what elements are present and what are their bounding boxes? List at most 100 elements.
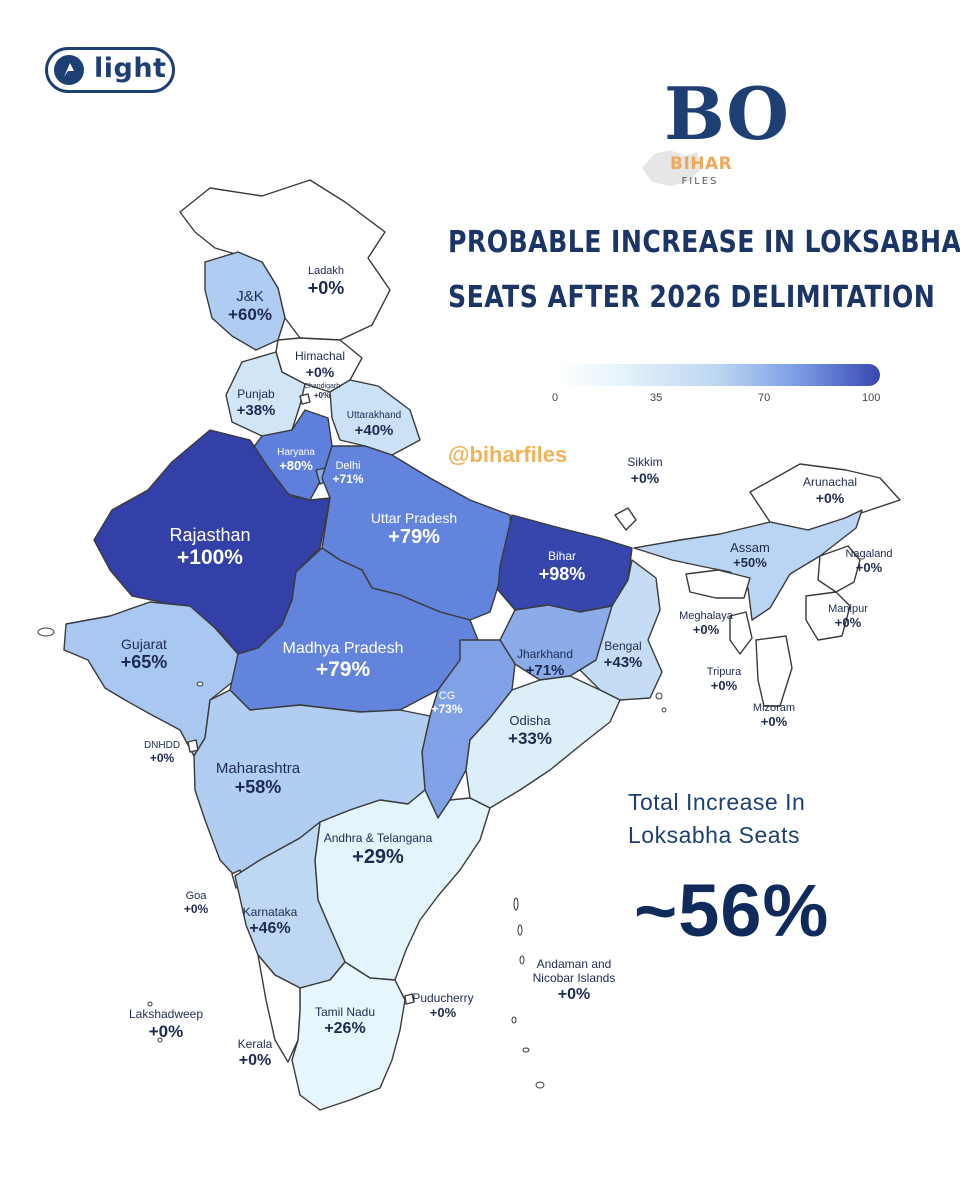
region-name: Delhi (335, 460, 361, 472)
region-percent: +0% (760, 713, 788, 729)
label-karnataka: Karnataka +46% (242, 905, 298, 938)
region-percent: +0% (630, 469, 660, 486)
label-ladakh: Ladakh +0% (308, 265, 345, 298)
label-madhya-pradesh: Madhya Pradesh +79% (283, 640, 404, 683)
label-cg: CG +73% (431, 690, 462, 716)
logo-sub: FILES (681, 176, 719, 187)
region-percent: +0% (834, 614, 862, 630)
region-name: Andaman and Nicobar Islands (532, 957, 616, 985)
island-shape (37, 627, 55, 637)
region-percent: +0% (183, 901, 209, 916)
badge-label: light (94, 53, 167, 84)
region-percent: +38% (236, 401, 276, 419)
label-arunachal: Arunachal +0% (803, 475, 857, 506)
region-name: Tamil Nadu (314, 1005, 376, 1019)
region-name: Gujarat (121, 636, 167, 652)
label-manipur: Manipur +0% (828, 603, 868, 631)
scale-tick: 100 (862, 392, 881, 404)
region-tamil-nadu (291, 961, 406, 1111)
region-name: Maharashtra (215, 760, 301, 777)
scale-tick: 70 (758, 392, 771, 404)
scale-tick: 35 (650, 392, 663, 404)
label-jharkhand: Jharkhand +71% (516, 647, 574, 679)
region-percent: +100% (177, 545, 243, 569)
island-shape (519, 955, 525, 965)
label-uttar-pradesh: Uttar Pradesh +79% (371, 510, 457, 549)
region-name: CG (438, 690, 456, 702)
region-percent: +0% (557, 985, 591, 1003)
region-name: Uttarakhand (346, 410, 402, 421)
region-name: Lakshadweep (128, 1007, 204, 1021)
region-percent: +71% (332, 471, 364, 486)
region-percent: +0% (307, 277, 345, 298)
region-name: Uttar Pradesh (370, 510, 458, 526)
region-percent: +0% (148, 1021, 184, 1041)
region-percent: +50% (733, 554, 767, 570)
label-himachal: Himachal +0% (295, 349, 345, 380)
region-cg (421, 639, 516, 819)
label-bihar: Bihar +98% (539, 549, 586, 584)
label-jk: J&K +60% (228, 288, 272, 325)
color-scale-bar (556, 364, 880, 386)
region-name: J&K (236, 288, 264, 305)
region-percent: +0% (149, 750, 175, 765)
label-lakshadweep: Lakshadweep +0% (128, 1007, 204, 1041)
total-value: ~56% (634, 869, 830, 952)
region-percent: +71% (525, 661, 565, 679)
region-meghalaya (685, 569, 751, 599)
region-percent: +79% (315, 658, 371, 682)
region-percent: +0% (855, 559, 883, 575)
island-shape (535, 1081, 545, 1089)
island-shape (157, 1037, 163, 1043)
logo-mark: BO (664, 71, 789, 156)
region-punjab (225, 351, 306, 437)
region-name: DNHDD (143, 740, 181, 751)
label-sikkim: Sikkim +0% (627, 455, 663, 486)
island-shape (147, 1001, 153, 1007)
region-percent: +58% (234, 777, 282, 798)
region-mizoram (755, 635, 793, 707)
light-badge[interactable]: light (45, 47, 175, 93)
region-percent: +80% (279, 457, 313, 473)
region-sikkim (614, 507, 637, 531)
island-shape (196, 681, 204, 687)
region-kerala (257, 954, 301, 1063)
region-name: Chandigarh (303, 383, 341, 390)
region-percent: +79% (388, 526, 440, 549)
region-name: Rajasthan (169, 525, 251, 545)
logo-name: BIHAR (670, 154, 733, 174)
island-shape (522, 1047, 530, 1053)
region-odisha (465, 675, 621, 809)
label-chandigarh: Chandigarh +0% (304, 383, 340, 400)
label-nagaland: Nagaland +0% (845, 548, 892, 576)
region-dnhdd (187, 739, 199, 753)
region-name: Punjab (237, 387, 275, 401)
label-bengal: Bengal +43% (603, 639, 643, 671)
region-percent: +0% (692, 621, 720, 637)
island-shape (513, 897, 519, 911)
region-name: Madhya Pradesh (282, 640, 404, 657)
scale-tick: 0 (552, 392, 559, 404)
region-bengal (579, 559, 663, 701)
region-andhra-telangana (314, 789, 491, 981)
label-tamil-nadu: Tamil Nadu +26% (314, 1005, 376, 1038)
total-label-line-2: Loksabha Seats (628, 822, 800, 848)
label-puducherry: Puducherry +0% (412, 991, 473, 1021)
label-haryana: Haryana +80% (277, 447, 315, 473)
label-odisha: Odisha +33% (508, 713, 552, 748)
region-percent: +0% (238, 1051, 272, 1069)
island-shape (511, 1016, 517, 1024)
region-percent: +26% (324, 1019, 366, 1037)
region-name: Karnataka (242, 905, 298, 919)
region-nagaland (817, 545, 861, 593)
region-name: Nagaland (845, 548, 893, 560)
label-mizoram: Mizoram +0% (753, 702, 795, 730)
total-label-line-1: Total Increase In (628, 789, 806, 815)
region-percent: +43% (603, 653, 643, 671)
region-puducherry (404, 993, 415, 1005)
region-name: Kerala (237, 1037, 273, 1051)
region-name: Jharkhand (516, 647, 574, 661)
region-name: Sikkim (627, 455, 663, 469)
label-andaman: Andaman and Nicobar Islands +0% (532, 957, 616, 1004)
region-percent: +65% (120, 652, 168, 673)
